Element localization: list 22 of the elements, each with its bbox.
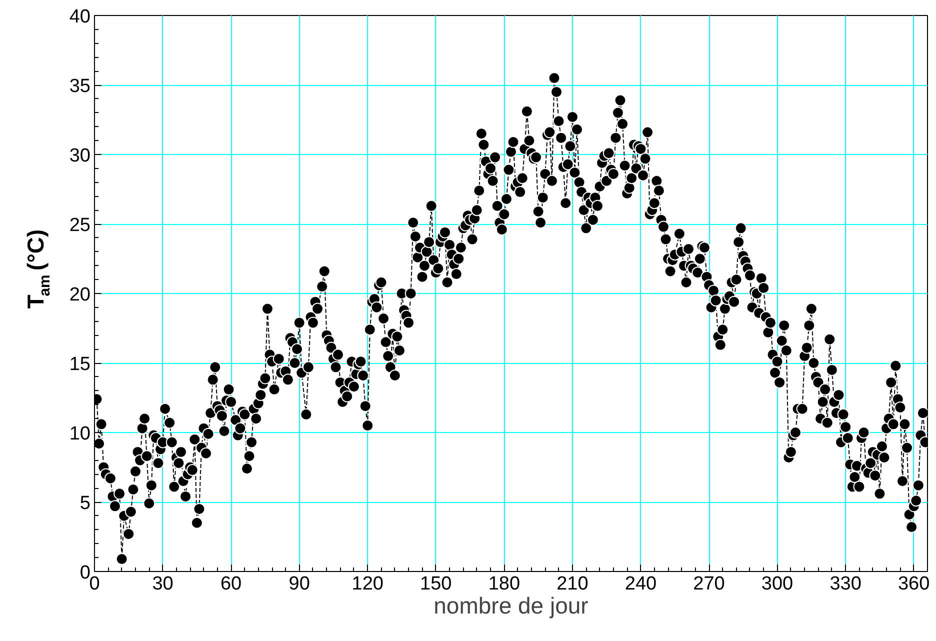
y-axis-title: Tam (°C) bbox=[22, 229, 54, 309]
x-tick-label: 210 bbox=[556, 574, 588, 594]
y-tick-label: 10 bbox=[69, 424, 91, 444]
x-tick-label: 360 bbox=[898, 574, 930, 594]
y-tick-label: 35 bbox=[69, 76, 91, 97]
y-tick-label: 5 bbox=[80, 493, 91, 514]
y-tick-label: 25 bbox=[69, 215, 91, 236]
x-tick-label: 180 bbox=[488, 574, 520, 594]
x-tick-label: 240 bbox=[624, 574, 657, 594]
y-tick-label: 20 bbox=[69, 284, 91, 306]
x-tick-label: 120 bbox=[352, 574, 384, 594]
x-tick-label: 90 bbox=[288, 574, 310, 594]
x-tick-label: 270 bbox=[693, 574, 725, 594]
y-tick-label: 30 bbox=[69, 146, 91, 166]
x-tick-label: 300 bbox=[761, 574, 794, 594]
y-tick-label: 40 bbox=[69, 6, 91, 28]
x-axis-title: nombre de jour bbox=[434, 592, 589, 618]
y-tick-label: 15 bbox=[69, 354, 91, 375]
x-tick-label: 150 bbox=[420, 574, 452, 594]
x-tick-label: 330 bbox=[830, 574, 862, 594]
x-tick-label: 30 bbox=[152, 574, 174, 594]
x-tick-label: 60 bbox=[220, 574, 242, 594]
